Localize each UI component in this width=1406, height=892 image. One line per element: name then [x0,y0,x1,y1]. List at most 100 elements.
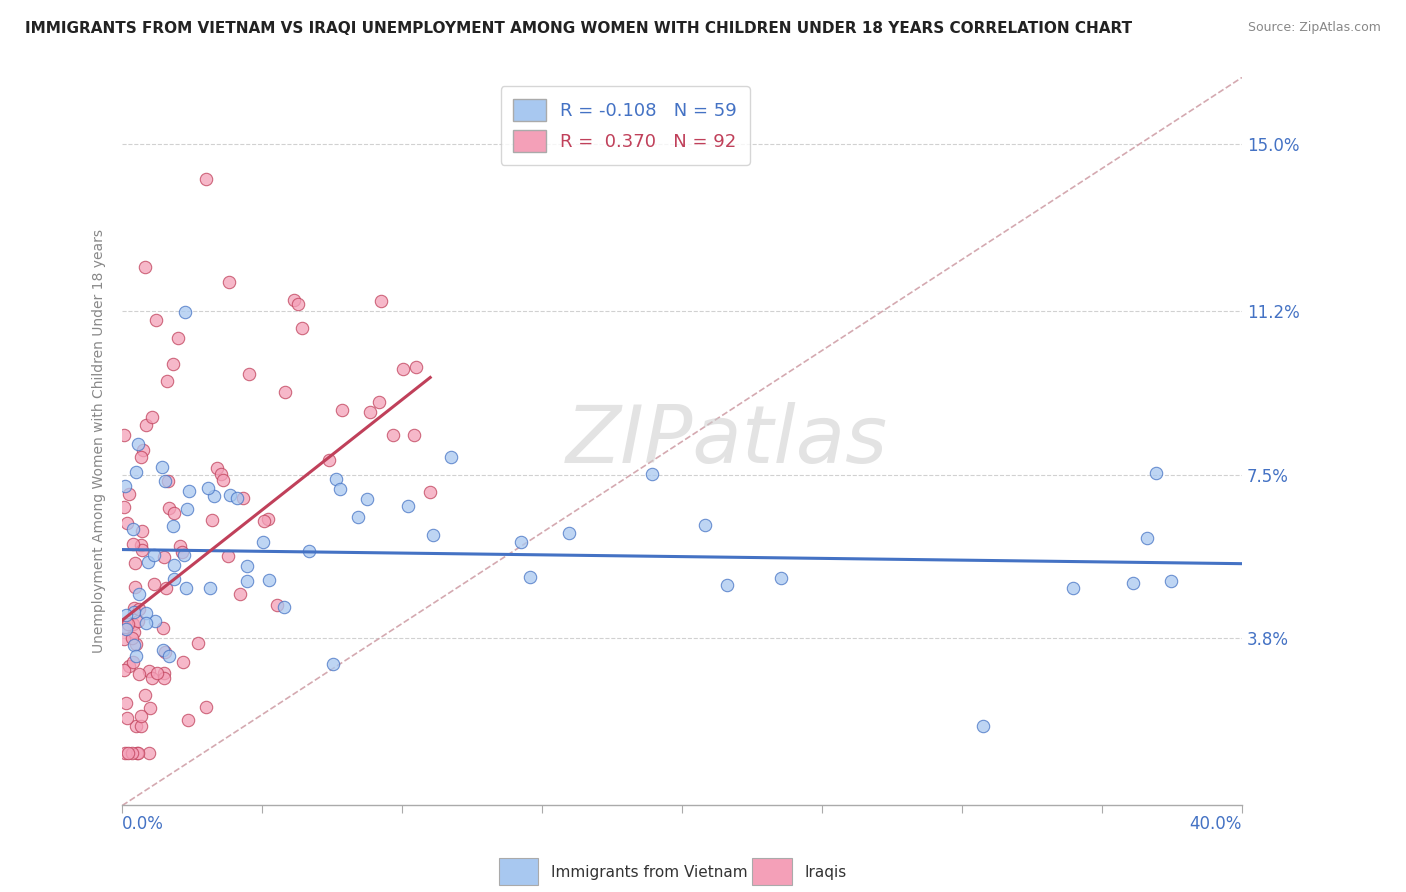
Point [370,294,392,309]
Point [117,616,139,631]
Point [232,491,254,505]
Point [138,746,160,760]
Point [124,637,146,651]
Text: ZIPatlas: ZIPatlas [565,402,889,481]
Point [157,500,180,515]
Text: Iraqis: Iraqis [804,865,846,880]
Point [217,549,239,563]
Point [236,574,259,589]
Point [204,489,226,503]
Text: 40.0%: 40.0% [1189,815,1241,833]
Point [174,305,197,319]
Point [121,631,143,645]
Point [252,514,274,528]
Point [127,746,149,760]
Point [153,671,176,685]
Point [440,450,463,464]
Point [112,428,135,442]
Point [163,572,186,586]
Point [177,713,200,727]
Point [318,452,340,467]
Point [1160,574,1182,588]
Point [143,549,166,563]
Point [112,663,135,677]
Point [153,550,176,565]
Point [125,746,148,760]
Point [122,638,145,652]
Text: 0.0%: 0.0% [122,815,165,833]
Point [115,710,138,724]
Point [1062,581,1084,595]
Point [128,587,150,601]
Point [117,746,139,760]
Point [115,696,138,710]
Point [346,510,368,524]
Point [287,296,309,310]
Point [356,492,378,507]
Point [212,473,235,487]
Point [177,484,200,499]
Point [125,649,148,664]
Point [115,516,138,531]
Point [128,601,150,615]
Point [134,688,156,702]
Point [117,487,139,501]
Point [136,556,159,570]
Point [152,643,174,657]
Point [150,459,173,474]
Point [121,522,143,536]
Point [131,442,153,457]
Point [129,708,152,723]
Point [167,331,190,345]
Point [155,582,177,596]
Point [328,482,350,496]
Point [972,719,994,733]
Point [131,524,153,538]
Text: Source: ZipAtlas.com: Source: ZipAtlas.com [1247,21,1381,34]
Point [122,617,145,632]
Point [259,573,281,587]
Point [170,545,193,559]
Point [139,701,162,715]
Point [124,556,146,570]
Point [325,472,347,486]
Point [162,357,184,371]
Point [173,548,195,562]
Point [209,467,232,481]
Point [367,395,389,409]
Point [392,361,415,376]
Point [128,666,150,681]
Point [219,488,242,502]
Point [153,666,176,681]
Text: Immigrants from Vietnam: Immigrants from Vietnam [551,865,748,880]
Point [236,558,259,573]
Point [114,479,136,493]
Point [114,620,136,634]
Text: IMMIGRANTS FROM VIETNAM VS IRAQI UNEMPLOYMENT AMONG WOMEN WITH CHILDREN UNDER 18: IMMIGRANTS FROM VIETNAM VS IRAQI UNEMPLO… [25,21,1132,36]
Point [172,655,194,669]
Point [228,587,250,601]
Point [195,172,218,186]
Point [359,405,381,419]
Point [1136,531,1159,545]
Point [257,512,280,526]
Point [122,625,145,640]
Point [129,538,152,552]
Point [143,614,166,628]
Point [404,428,426,442]
Point [187,636,209,650]
Point [121,537,143,551]
Point [396,499,419,513]
Point [157,475,180,489]
Legend: R = -0.108   N = 59, R =  0.370   N = 92: R = -0.108 N = 59, R = 0.370 N = 92 [501,87,749,165]
Point [558,526,581,541]
Point [129,718,152,732]
Point [118,658,141,673]
Point [197,481,219,495]
Y-axis label: Unemployment Among Women with Children Under 18 years: Unemployment Among Women with Children U… [93,229,107,654]
Point [138,664,160,678]
Point [145,313,167,327]
Point [174,582,197,596]
Point [114,746,136,760]
Point [176,502,198,516]
